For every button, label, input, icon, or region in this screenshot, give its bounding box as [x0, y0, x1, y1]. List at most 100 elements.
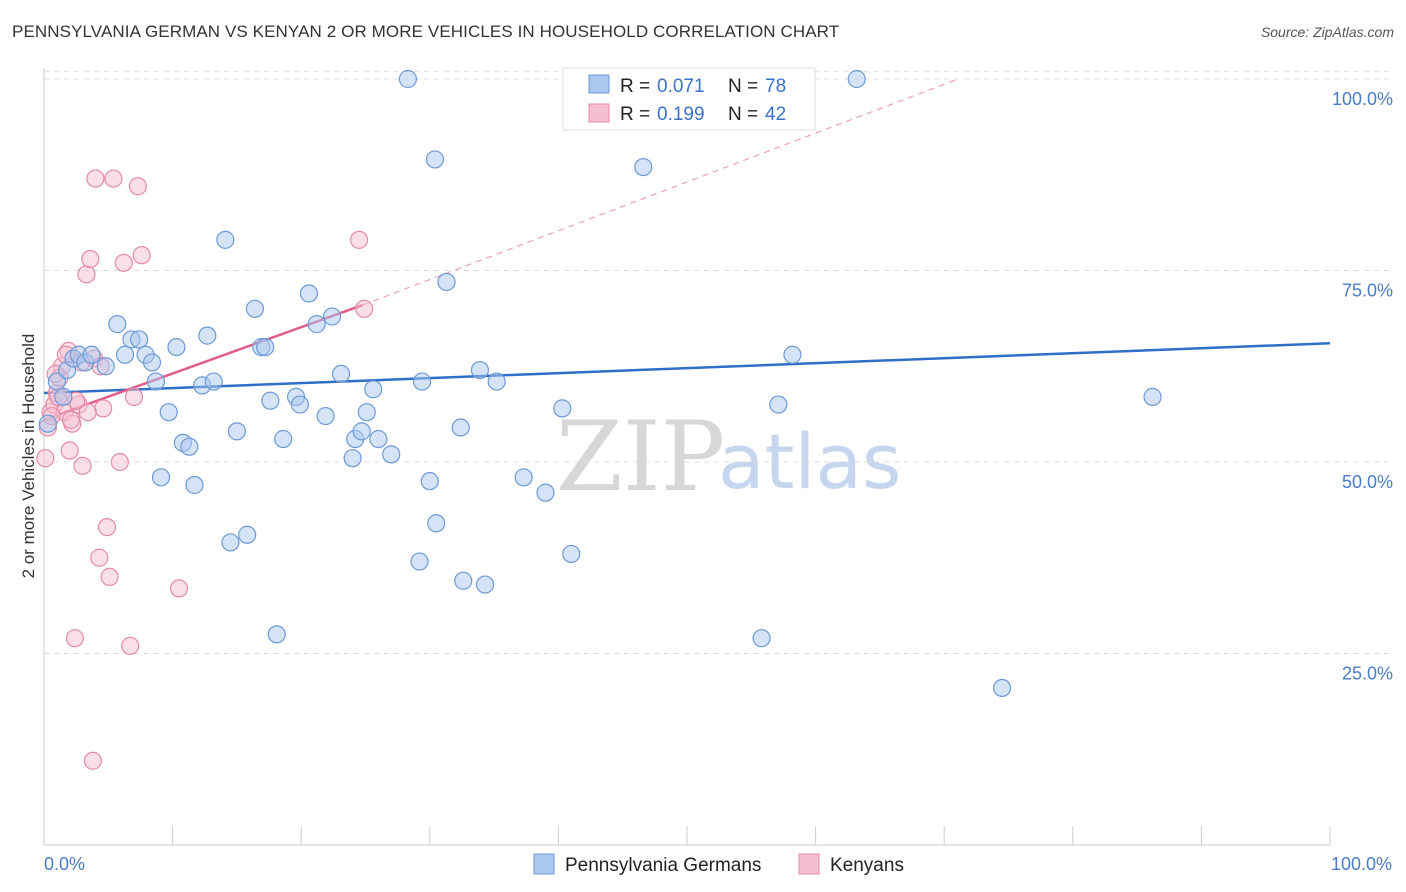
pennsylvania-germans-point-38: [307, 315, 326, 334]
y-tick-label-75: 75.0%: [1342, 281, 1393, 301]
pennsylvania-germans-point-36: [290, 395, 310, 414]
pennsylvania-germans-point-20: [180, 437, 199, 456]
legend-n-value-pink: 42: [765, 104, 786, 125]
legend-n-value-blue: 78: [765, 76, 786, 97]
pennsylvania-germans-point-24: [204, 372, 223, 391]
pennsylvania-germans-point-51: [412, 372, 432, 391]
pennsylvania-germans-point-47: [369, 429, 388, 449]
kenyans-point-18: [90, 548, 109, 567]
pennsylvania-germans-point-53: [425, 150, 445, 169]
pennsylvania-germans-point-23: [198, 326, 217, 345]
pennsylvania-germans-point-31: [256, 338, 275, 357]
pennsylvania-germans-point-37: [299, 284, 319, 303]
pennsylvania-germans-point-50: [410, 552, 429, 571]
kenyans-point-19: [94, 399, 113, 418]
kenyans-point-9: [60, 441, 79, 460]
kenyans-point-25: [121, 636, 140, 655]
x-tick-label-max: 100.0%: [1331, 854, 1392, 874]
pennsylvania-germans-point-52: [420, 472, 439, 491]
stats-legend: R = 0.071 N = 78 R = 0.199 N = 42: [562, 67, 816, 131]
legend-n-label-pink: N =: [728, 104, 758, 125]
grid-lines: [44, 70, 1392, 654]
pennsylvania-germans-point-72: [992, 678, 1012, 698]
y-tick-label-100: 100.0%: [1332, 89, 1393, 109]
series-legend: Pennsylvania Germans Kenyans: [533, 853, 904, 876]
pennsylvania-germans-point-17: [159, 403, 178, 422]
pennsylvania-germans-point-48: [382, 445, 401, 464]
pennsylvania-germans-point-49: [398, 69, 418, 89]
pennsylvania-germans-point-27: [227, 422, 246, 441]
pennsylvania-germans-point-14: [142, 353, 162, 372]
kenyans-point-15: [81, 249, 100, 269]
pennsylvania-germans-point-0: [38, 414, 57, 433]
pennsylvania-germans-point-2: [54, 387, 73, 406]
pennsylvania-germans-point-1: [47, 372, 66, 391]
chart-title: PENNSYLVANIA GERMAN VS KENYAN 2 OR MORE …: [12, 22, 840, 41]
pennsylvania-germans-point-42: [343, 449, 362, 468]
pennsylvania-germans-point-55: [437, 272, 456, 292]
pennsylvania-germans-point-29: [245, 299, 265, 318]
kenyans-point-22: [104, 169, 123, 188]
pennsylvania-germans-point-39: [316, 406, 335, 426]
legend-n-label-blue: N =: [728, 76, 758, 97]
legend-swatch-pink: [588, 103, 610, 123]
pennsylvania-germans-point-40: [322, 307, 342, 326]
pennsylvania-germans-point-32: [261, 391, 280, 410]
kenyans-point-21: [100, 567, 119, 587]
pennsylvania-germans-point-56: [451, 418, 470, 437]
kenyans-point-29: [83, 751, 102, 770]
pennsylvania-germans-point-61: [514, 468, 533, 487]
pennsylvania-germans-point-57: [454, 571, 473, 590]
kenyans-point-26: [124, 387, 144, 406]
pennsylvania-germans-point-73: [1143, 387, 1162, 406]
pennsylvania-germans-point-64: [562, 544, 581, 564]
kenyans-point-31: [349, 230, 369, 249]
pennsylvania-germans-point-59: [475, 575, 495, 594]
pennsylvania-germans-point-33: [267, 625, 286, 644]
y-tick-label-50: 50.0%: [1342, 472, 1393, 492]
pennsylvania-germans-point-25: [216, 230, 235, 249]
pennsylvania-germans-point-21: [185, 475, 204, 495]
kenyans-point-32: [355, 299, 374, 318]
pennsylvania-germans-point-68: [752, 629, 771, 648]
pennsylvania-germans-points: [38, 69, 1162, 698]
kenyans-point-24: [114, 253, 133, 272]
pennsylvania-germans-point-41: [331, 364, 351, 384]
pennsylvania-germans-point-7: [82, 345, 101, 364]
pennsylvania-germans-point-60: [487, 372, 506, 391]
kenyans-point-13: [73, 456, 92, 475]
pennsylvania-germans-point-54: [427, 514, 446, 533]
kenyans-point-17: [86, 169, 105, 188]
pennsylvania-germans-point-16: [151, 468, 171, 487]
pennsylvania-germans-point-12: [130, 330, 149, 349]
pennsylvania-germans-point-26: [221, 533, 240, 552]
pennsylvania-germans-point-9: [108, 315, 127, 334]
bottom-legend-swatch-blue: [533, 853, 555, 875]
pennsylvania-germans-point-63: [553, 399, 572, 418]
legend-r-value-blue: 0.071: [657, 76, 705, 97]
kenyans-point-11: [65, 629, 84, 648]
pennsylvania-germans-point-58: [470, 360, 490, 380]
pennsylvania-germans-point-44: [352, 422, 371, 441]
kenyans-point-41: [61, 410, 81, 429]
pennsylvania-germans-point-15: [146, 372, 165, 391]
pennsylvania-germans-point-65: [634, 157, 653, 177]
legend-r-label-blue: R =: [620, 76, 650, 97]
pennsylvania-germans-point-34: [274, 429, 293, 449]
kenyans-point-27: [128, 177, 147, 196]
pennsylvania-germans-point-28: [238, 525, 257, 544]
trend-line-pennsylvania-germans: [43, 342, 1331, 395]
source-label: Source: ZipAtlas.com: [1260, 24, 1394, 40]
kenyans-point-28: [132, 246, 151, 265]
y-axis-label: 2 or more Vehicles in Household: [19, 334, 38, 579]
legend-r-value-pink: 0.199: [657, 104, 705, 125]
kenyans-point-0: [36, 449, 55, 468]
bottom-legend-label-blue: Pennsylvania Germans: [565, 855, 761, 876]
bottom-legend-swatch-pink: [798, 853, 820, 875]
pennsylvania-germans-point-45: [357, 403, 376, 422]
kenyans-point-30: [169, 579, 189, 598]
kenyans-point-38: [78, 403, 97, 422]
pennsylvania-germans-point-70: [783, 345, 802, 364]
pennsylvania-germans-point-10: [115, 345, 135, 364]
